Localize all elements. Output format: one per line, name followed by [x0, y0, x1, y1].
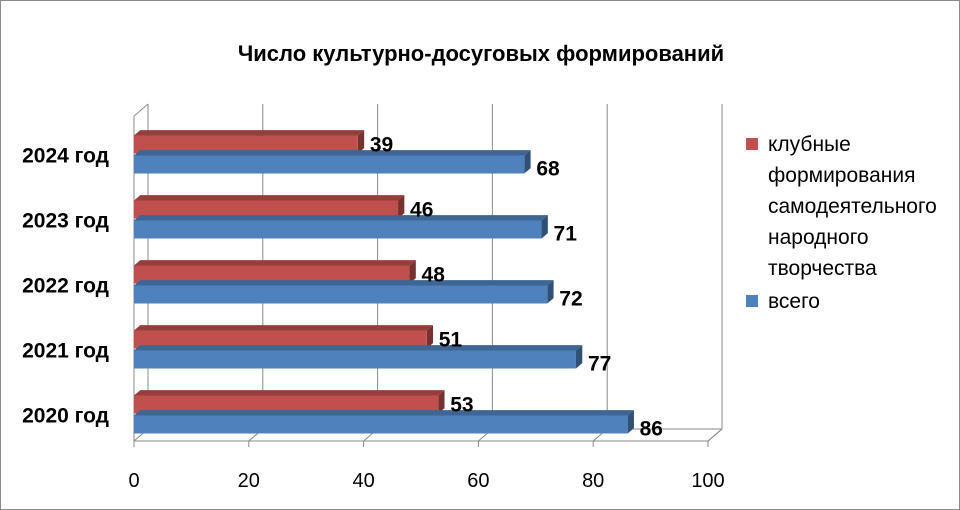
data-label: 51 — [439, 329, 463, 352]
data-label: 72 — [559, 288, 582, 311]
floor-gridline — [707, 428, 723, 442]
data-label: 68 — [536, 158, 560, 181]
bar — [134, 280, 554, 304]
legend: клубные формирования самодеятельного народн… — [746, 133, 937, 313]
category-label: 2022 год — [22, 275, 109, 298]
bar — [134, 390, 445, 414]
category-labels: 2024 год 2023 год 2022 год 2021 год 2020 год — [22, 145, 109, 428]
x-tick-label: 100 — [691, 470, 724, 492]
bar — [134, 195, 405, 219]
data-label: 86 — [640, 418, 663, 441]
legend-label: клубные формирования самодеятельного народн… — [768, 133, 937, 280]
category-label: 2021 год — [22, 340, 109, 363]
x-tick-label: 80 — [582, 470, 604, 492]
chart-title: Число культурно-досуговых формирований — [238, 41, 724, 66]
data-label: 48 — [422, 264, 446, 287]
top-left-depth — [133, 103, 149, 117]
bar — [134, 325, 434, 349]
bar — [134, 130, 365, 154]
x-tick-label: 0 — [128, 470, 139, 492]
legend-swatch — [746, 295, 758, 307]
x-axis-ticks: 0 20 40 60 80 100 — [128, 441, 725, 492]
data-label: 53 — [450, 394, 473, 417]
legend-label: всего — [768, 290, 820, 313]
x-tick-label: 40 — [352, 470, 374, 492]
category-label: 2020 год — [22, 405, 109, 428]
category-label: 2023 год — [22, 210, 109, 233]
bar — [134, 410, 634, 434]
data-labels: 39 68 46 71 48 72 51 77 53 86 — [370, 134, 663, 441]
x-tick-label: 60 — [467, 470, 489, 492]
category-label: 2024 год — [22, 145, 109, 168]
data-label: 71 — [554, 223, 578, 246]
bar — [134, 345, 583, 369]
bar — [134, 215, 548, 239]
legend-swatch — [746, 138, 758, 150]
bar — [134, 260, 416, 284]
bars — [134, 130, 634, 434]
legend-item: всего — [746, 290, 820, 313]
data-label: 77 — [588, 353, 611, 376]
data-label: 46 — [410, 199, 433, 222]
bar — [134, 150, 531, 174]
data-label: 39 — [370, 134, 393, 157]
x-tick-label: 20 — [238, 470, 260, 492]
legend-item: клубные формирования самодеятельного народн… — [746, 133, 937, 280]
